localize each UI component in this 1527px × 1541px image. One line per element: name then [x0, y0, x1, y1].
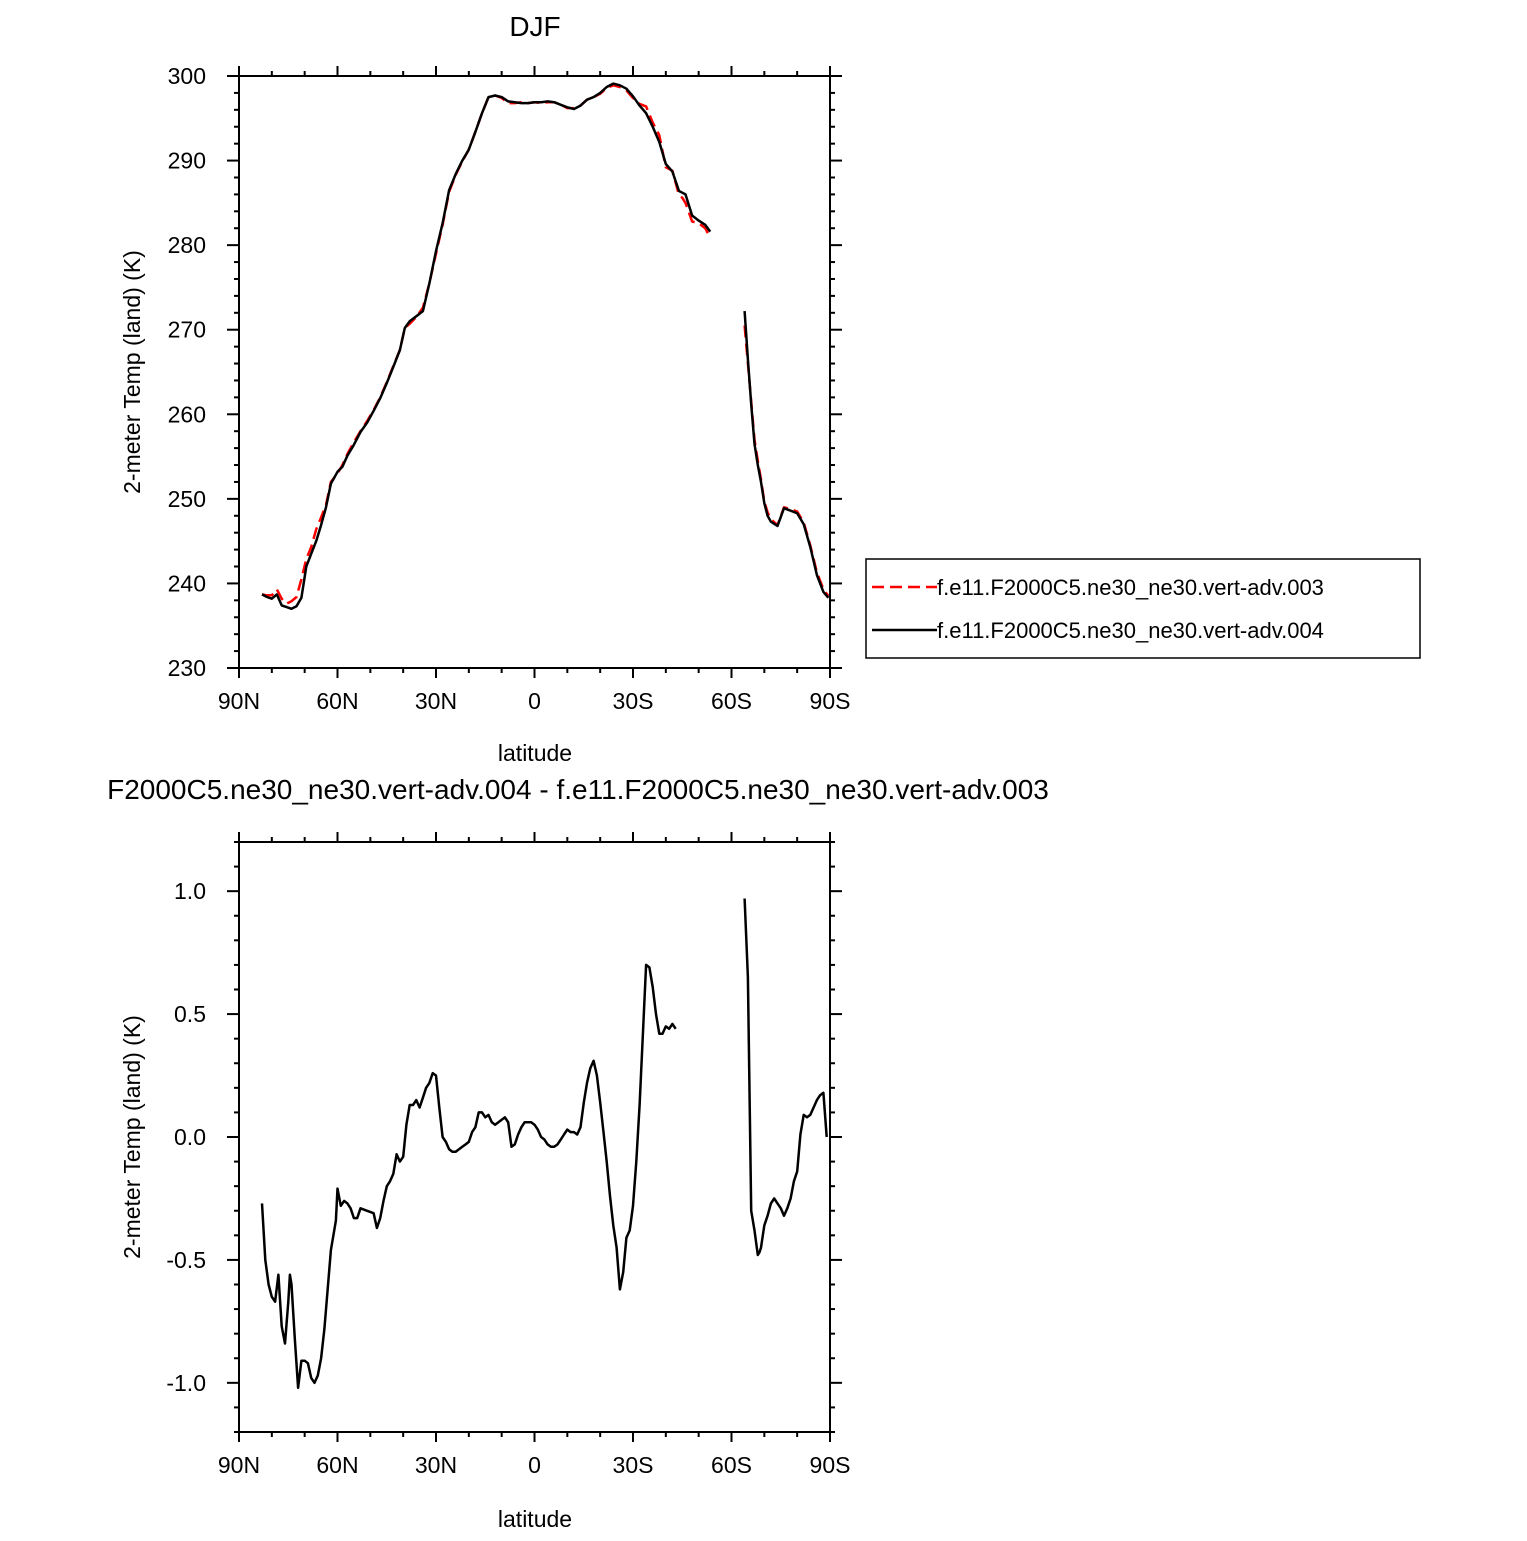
y-tick-label: 240 [168, 570, 206, 596]
x-tick-label: 0 [528, 688, 541, 714]
bottom-panel: F2000C5.ne30_ne30.vert-adv.004 - f.e11.F… [107, 774, 1049, 1532]
bottom-panel-y-axis-label: 2-meter Temp (land) (K) [119, 1015, 145, 1259]
series-1-line-segment-2 [743, 898, 828, 1257]
x-tick-label: 60S [711, 1452, 752, 1478]
y-tick-label: -1.0 [166, 1370, 206, 1396]
top-panel-x-axis-label: latitude [498, 740, 572, 766]
y-tick-label: -0.5 [166, 1247, 206, 1273]
x-tick-label: 90S [810, 1452, 851, 1478]
plot-frame [238, 75, 831, 669]
top-panel-title: DJF [509, 11, 560, 42]
series-1-line-segment-1 [261, 84, 712, 605]
x-tick-label: 30N [415, 688, 457, 714]
series-1-line-segment-1 [260, 963, 677, 1390]
y-tick-label: 250 [168, 486, 206, 512]
legend-label-series-2: f.e11.F2000C5.ne30_ne30.vert-adv.004 [937, 618, 1324, 643]
series-2-line-segment-2 [743, 311, 830, 599]
x-tick-label: 90S [810, 688, 851, 714]
y-tick-label: 280 [168, 232, 206, 258]
x-tick-label: 30S [613, 688, 654, 714]
top-panel-y-axis-label: 2-meter Temp (land) (K) [119, 250, 145, 494]
bottom-panel-x-axis-label: latitude [498, 1506, 572, 1532]
y-tick-label: 0.5 [174, 1001, 206, 1027]
series-2-line-segment-1 [261, 82, 712, 611]
plot-frame [238, 841, 831, 1433]
x-tick-label: 60S [711, 688, 752, 714]
y-tick-label: 270 [168, 317, 206, 343]
y-tick-label: 300 [168, 63, 206, 89]
x-tick-label: 30S [613, 1452, 654, 1478]
y-tick-label: 230 [168, 655, 206, 681]
legend-label-series-1: f.e11.F2000C5.ne30_ne30.vert-adv.003 [937, 575, 1324, 600]
y-tick-label: 0.0 [174, 1124, 206, 1150]
bottom-panel-title: F2000C5.ne30_ne30.vert-adv.004 - f.e11.F… [107, 774, 1049, 805]
top-panel: DJF 2-meter Temp (land) (K) latitude 90N… [119, 11, 850, 766]
y-tick-label: 290 [168, 148, 206, 174]
top-panel-legend: f.e11.F2000C5.ne30_ne30.vert-adv.003 f.e… [865, 558, 1421, 659]
x-tick-label: 90N [218, 688, 260, 714]
x-tick-label: 90N [218, 1452, 260, 1478]
x-tick-label: 60N [316, 1452, 358, 1478]
x-tick-label: 60N [316, 688, 358, 714]
y-tick-label: 1.0 [174, 878, 206, 904]
y-tick-label: 260 [168, 401, 206, 427]
x-tick-label: 0 [528, 1452, 541, 1478]
x-tick-label: 30N [415, 1452, 457, 1478]
